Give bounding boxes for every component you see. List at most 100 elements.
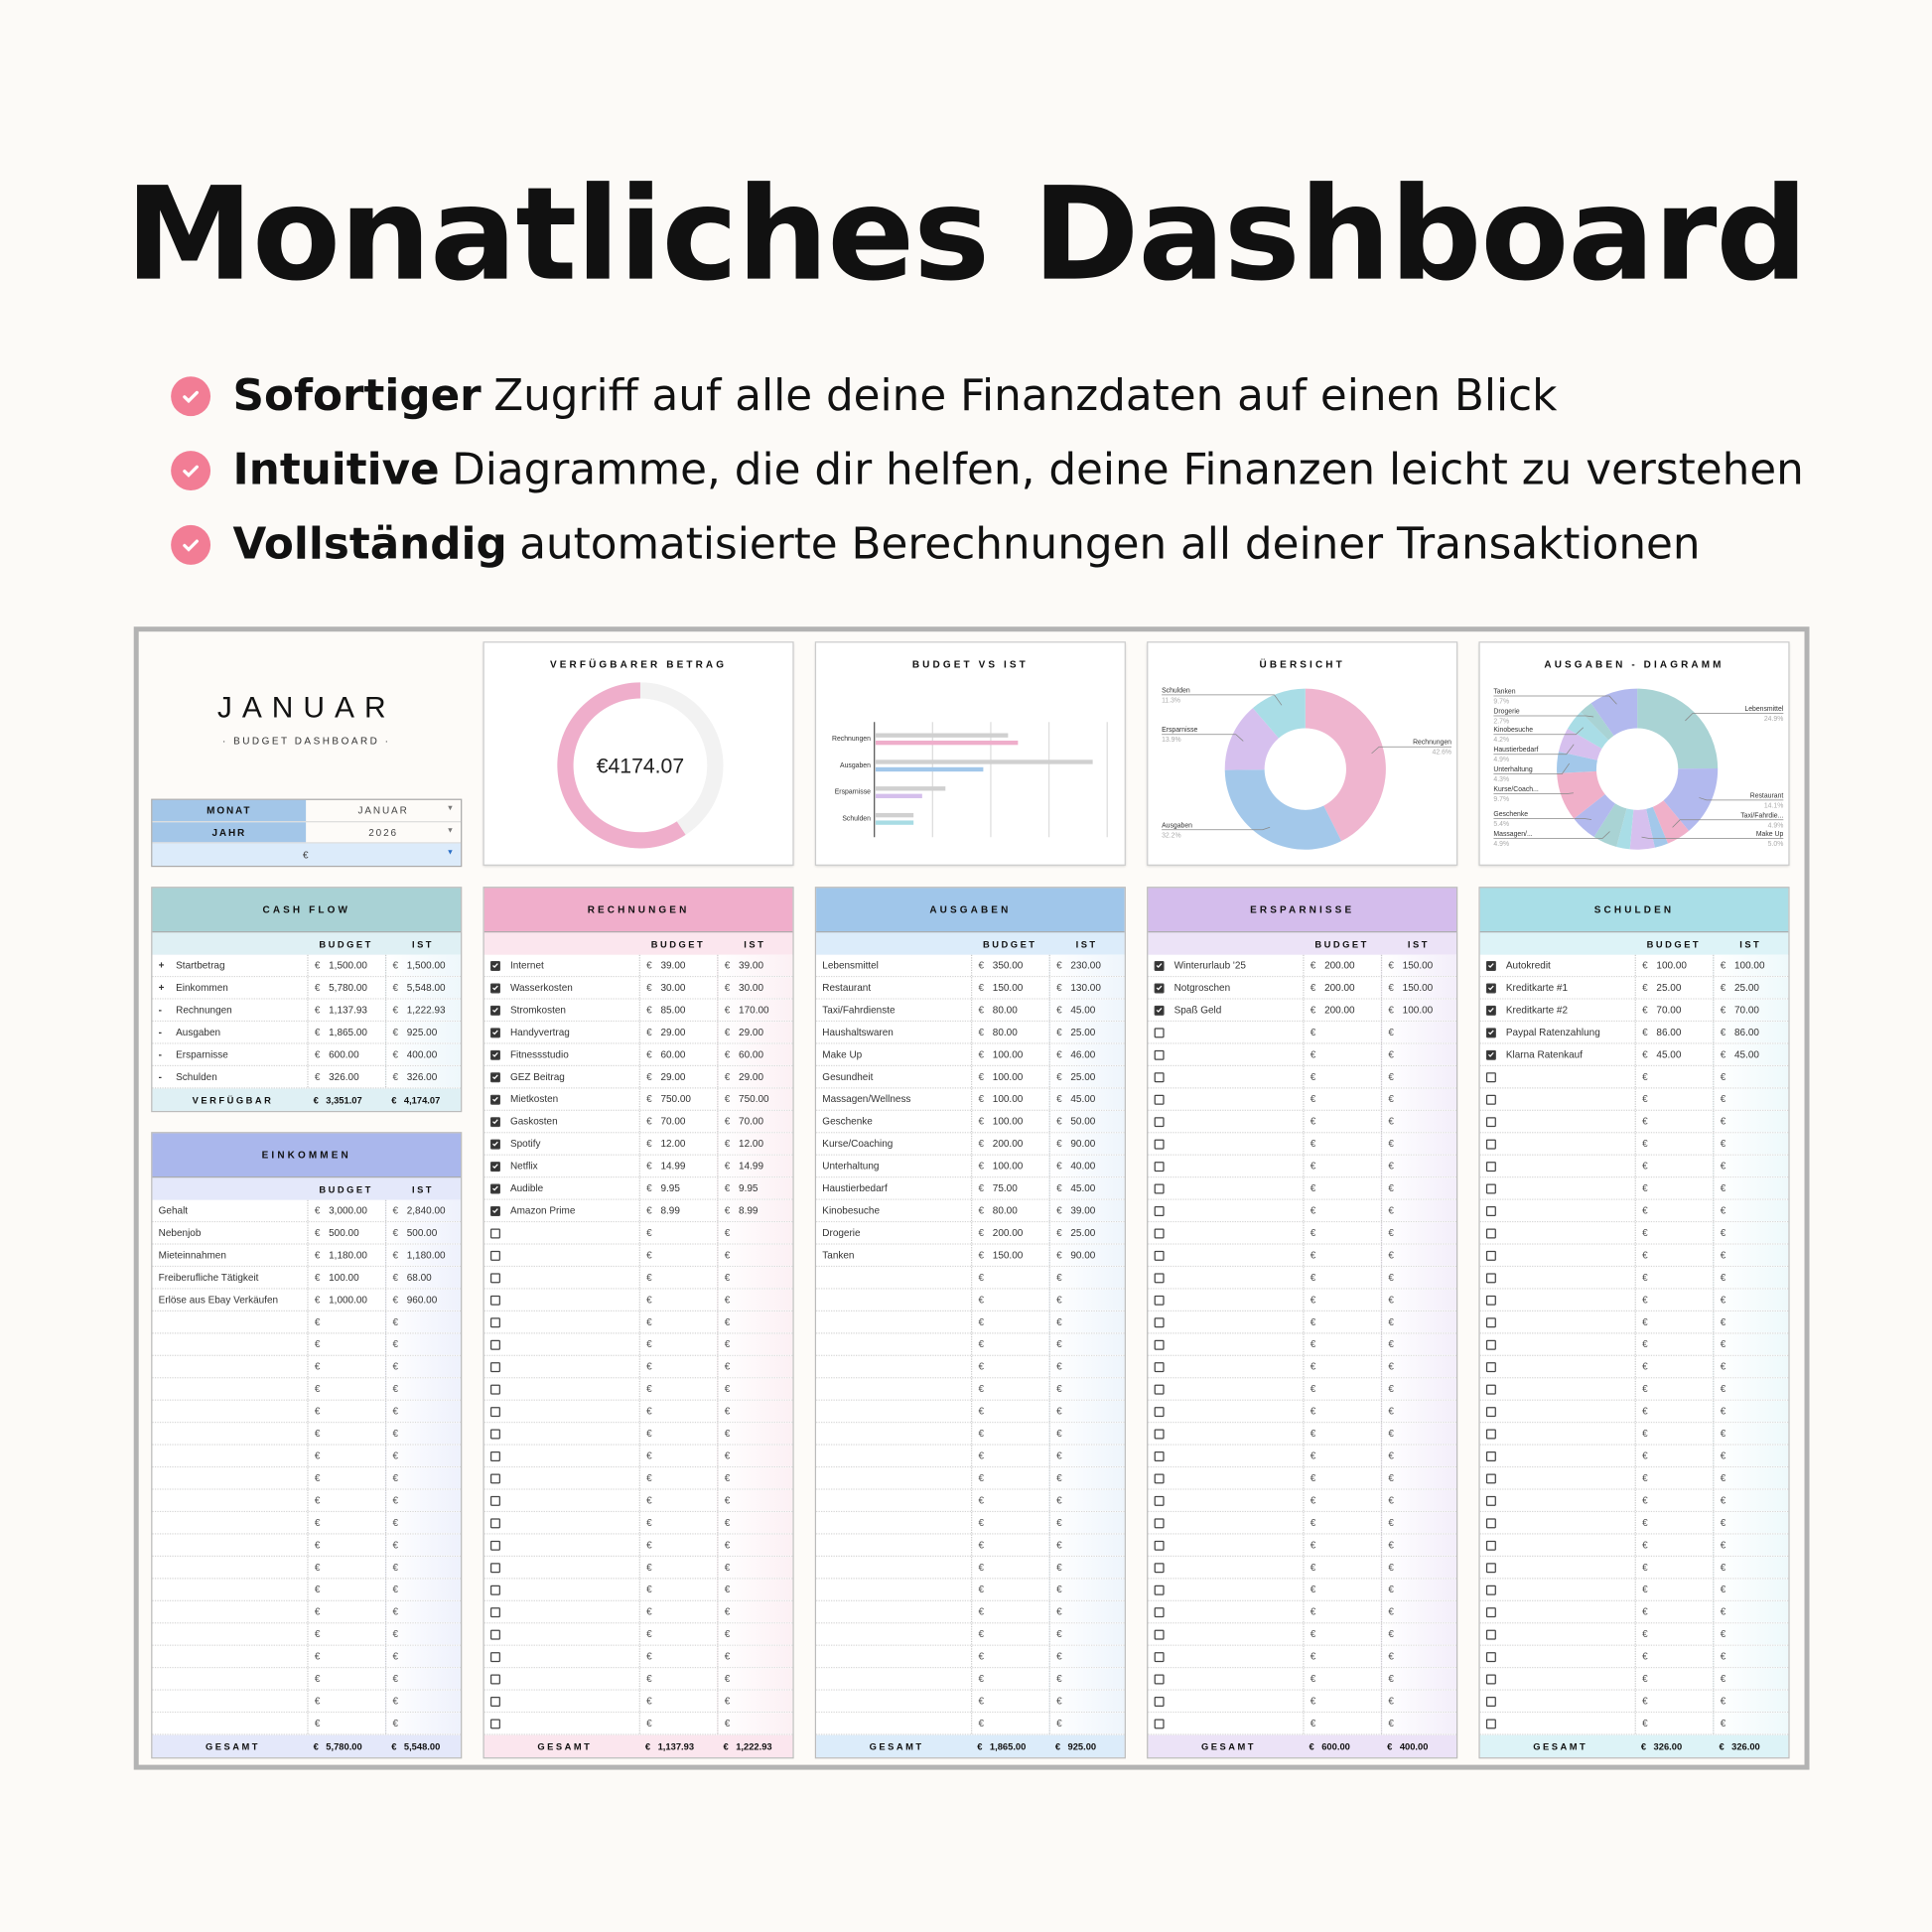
label-cell[interactable] [152,1378,307,1399]
label-cell[interactable]: Massagen/Wellness [816,1088,971,1109]
label-cell[interactable]: Mieteinnahmen [152,1245,307,1266]
budget-cell[interactable]: € [1634,1668,1714,1690]
label-cell[interactable]: Fitnessstudio [484,1044,639,1065]
ist-cell[interactable]: €12.00 [717,1133,793,1155]
ist-cell[interactable]: € [1713,1333,1789,1355]
ist-cell[interactable]: € [1713,1199,1789,1221]
row-checkbox[interactable] [489,1049,500,1060]
ist-cell[interactable]: € [1713,1378,1789,1400]
budget-cell[interactable]: € [1303,1043,1381,1065]
label-cell[interactable]: GEZ Beitrag [484,1066,639,1087]
budget-cell[interactable]: € [638,1690,718,1712]
row-checkbox[interactable] [1485,1272,1496,1283]
label-cell[interactable] [1480,1222,1635,1243]
ist-cell[interactable]: €29.00 [717,1022,793,1043]
label-cell[interactable] [1480,1333,1635,1354]
label-cell[interactable]: Audible [484,1177,639,1198]
label-cell[interactable] [484,1311,639,1332]
row-checkbox[interactable] [489,1182,500,1193]
label-cell[interactable] [816,1356,971,1377]
ist-cell[interactable]: € [1380,1177,1456,1199]
row-checkbox[interactable] [489,1005,500,1016]
label-cell[interactable] [1480,1088,1635,1109]
budget-cell[interactable]: € [1303,1713,1381,1734]
label-cell[interactable]: Internet [484,955,639,976]
label-cell[interactable] [1480,1512,1635,1533]
label-cell[interactable] [816,1401,971,1422]
label-cell[interactable] [1480,1601,1635,1622]
ist-cell[interactable]: €500.00 [384,1222,462,1244]
ist-cell[interactable]: €9.95 [717,1177,793,1199]
budget-cell[interactable]: € [970,1311,1049,1333]
budget-cell[interactable]: € [1303,1066,1381,1088]
row-checkbox[interactable] [489,1161,500,1172]
label-cell[interactable] [484,1267,639,1288]
budget-cell[interactable]: € [1303,1311,1381,1333]
row-checkbox[interactable] [1485,1629,1496,1639]
budget-cell[interactable]: € [638,1534,718,1556]
row-checkbox[interactable] [489,1339,500,1350]
ist-cell[interactable]: € [1380,1400,1456,1423]
label-cell[interactable]: Kinobesuche [816,1200,971,1221]
row-checkbox[interactable] [1154,1316,1165,1327]
budget-cell[interactable]: € [1303,1199,1381,1221]
label-cell[interactable] [484,1245,639,1266]
budget-cell[interactable]: € [1634,1623,1714,1645]
budget-cell[interactable]: € [307,1512,385,1534]
ist-cell[interactable]: € [717,1267,793,1289]
ist-cell[interactable]: € [717,1512,793,1534]
row-checkbox[interactable] [1154,1071,1165,1082]
ist-cell[interactable]: € [1048,1690,1125,1712]
ist-cell[interactable]: € [1713,1088,1789,1110]
budget-cell[interactable]: € [638,1467,718,1489]
ist-cell[interactable]: € [717,1600,793,1623]
ist-cell[interactable]: € [717,1355,793,1378]
row-checkbox[interactable] [1485,1250,1496,1261]
label-cell[interactable] [1480,1245,1635,1266]
row-checkbox[interactable] [1485,960,1496,971]
ist-cell[interactable]: € [1713,1534,1789,1556]
budget-cell[interactable]: € [1634,1355,1714,1378]
ist-cell[interactable]: €90.00 [1048,1244,1125,1266]
row-checkbox[interactable] [1154,1116,1165,1127]
label-cell[interactable] [484,1446,639,1466]
budget-cell[interactable]: € [1634,1199,1714,1221]
row-checkbox[interactable] [489,1384,500,1394]
label-cell[interactable] [816,1490,971,1511]
label-cell[interactable] [152,1557,307,1578]
budget-cell[interactable]: €75.00 [970,1177,1049,1199]
budget-cell[interactable]: € [1634,1579,1714,1600]
ist-cell[interactable]: € [717,1557,793,1579]
label-cell[interactable]: Kreditkarte #1 [1480,977,1635,998]
ist-cell[interactable]: € [1713,1645,1789,1668]
label-cell[interactable]: Taxi/Fahrdienste [816,1000,971,1021]
budget-cell[interactable]: € [1634,1690,1714,1712]
jahr-select[interactable]: 2026 ▼ [306,827,461,838]
label-cell[interactable]: Haustierbedarf [816,1177,971,1198]
ist-cell[interactable]: € [1048,1289,1125,1311]
budget-cell[interactable]: € [1303,1378,1381,1400]
label-cell[interactable] [1148,1423,1303,1444]
ist-cell[interactable]: € [384,1355,462,1378]
label-cell[interactable] [816,1691,971,1712]
label-cell[interactable]: Freiberufliche Tätigkeit [152,1267,307,1288]
budget-cell[interactable]: € [1634,1088,1714,1110]
label-cell[interactable] [1148,1290,1303,1311]
budget-cell[interactable]: €80.00 [970,1199,1049,1221]
ist-cell[interactable]: € [1048,1623,1125,1645]
budget-cell[interactable]: € [970,1333,1049,1355]
budget-cell[interactable]: € [1303,1088,1381,1110]
label-cell[interactable]: Geschenke [816,1111,971,1132]
label-cell[interactable] [1480,1401,1635,1422]
label-cell[interactable] [1148,1623,1303,1644]
label-cell[interactable] [484,1512,639,1533]
label-cell[interactable]: Kreditkarte #2 [1480,1000,1635,1021]
ist-cell[interactable]: € [1380,1713,1456,1734]
ist-cell[interactable]: € [1380,1267,1456,1289]
ist-cell[interactable]: € [1380,1600,1456,1623]
ist-cell[interactable]: €1,222.93 [384,999,462,1021]
ist-cell[interactable]: €2,840.00 [384,1199,462,1221]
budget-cell[interactable]: € [1634,1423,1714,1445]
ist-cell[interactable]: € [1713,1579,1789,1600]
ist-cell[interactable]: € [1380,1333,1456,1355]
